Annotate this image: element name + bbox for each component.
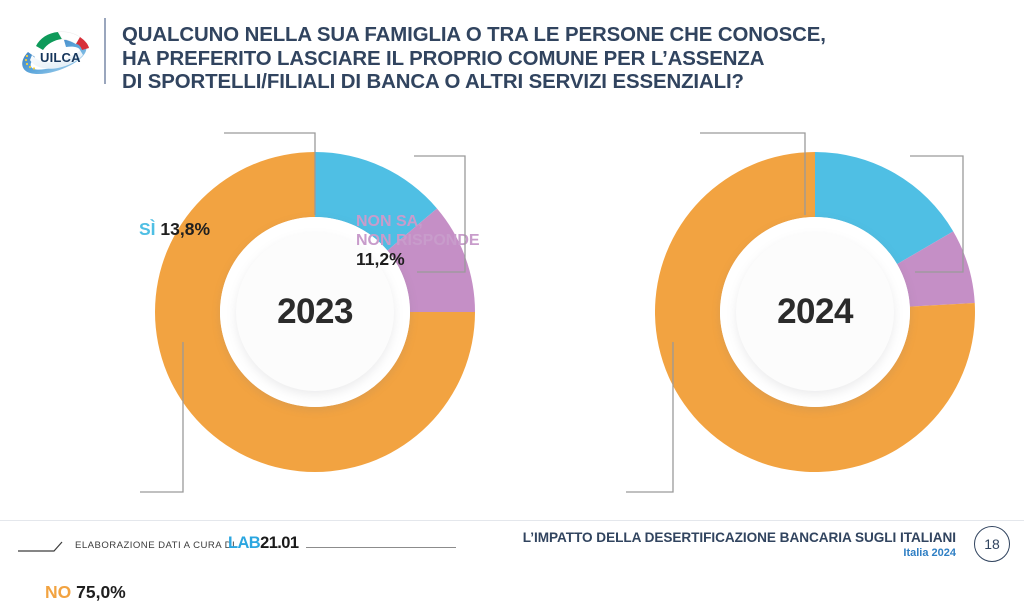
page-title-line-1: QUALCUNO NELLA SUA FAMIGLIA O TRA LE PER… <box>122 24 826 46</box>
label-no-2023: NO 75,0% <box>45 582 126 603</box>
label-si-key-2023: SÌ <box>139 219 156 239</box>
label-no-key-2023: NO <box>45 582 72 602</box>
label-non-sa-value-2023: 11,2% <box>356 249 405 269</box>
page-title: QUALCUNO NELLA SUA FAMIGLIA O TRA LE PER… <box>122 24 1002 95</box>
footer <box>0 520 1024 576</box>
donut-2024-center: 2024 <box>720 217 910 407</box>
donut-chart-2023: 2023 <box>155 152 475 472</box>
donut-2024-center-inner: 2024 <box>736 233 894 391</box>
footer-slash-decoration <box>18 541 63 552</box>
donut-2023-year-label: 2023 <box>277 292 353 331</box>
header-divider <box>104 18 106 84</box>
logo-flag-red <box>76 37 89 50</box>
lab2101-logo: LAB21.01 <box>228 534 299 553</box>
logo-eu-stars <box>24 54 36 70</box>
donut-chart-2024: 2024 <box>655 152 975 472</box>
label-si-value-2023: 13,8% <box>160 219 211 239</box>
page-number-badge: 18 <box>974 526 1010 562</box>
label-si-2023: SÌ 13,8% <box>139 219 210 240</box>
uilca-logo-mark: UILCA <box>22 31 89 75</box>
footer-report-subtitle: Italia 2024 <box>903 547 956 559</box>
footer-divider <box>0 520 1024 521</box>
logo-ribbon <box>22 39 87 75</box>
logo-flag-green <box>36 32 62 50</box>
header: UILCA QUALCUNO NELLA SUA FAMIGLIA O TRA … <box>0 0 1024 100</box>
page-title-line-2: HA PREFERITO LASCIARE IL PROPRIO COMUNE … <box>122 47 765 70</box>
lab2101-logo-suffix: 21.01 <box>260 534 299 552</box>
donut-2024-slice-2 <box>655 152 975 472</box>
chart-panel-2024: 2024 SÌ 16,6% NON SA, NON RISPONDE 7,5% … <box>500 100 1012 520</box>
page-title-line-3: DI SPORTELLI/FILIALI DI BANCA O ALTRI SE… <box>122 71 744 93</box>
label-non-sa-line1-2023: NON SA, <box>356 213 423 230</box>
footer-report-title-block: L’IMPATTO DELLA DESERTIFICAZIONE BANCARI… <box>523 530 956 559</box>
label-no-value-2023: 75,0% <box>76 582 126 602</box>
donut-2023-slice-0 <box>315 152 437 251</box>
donut-2024-year-label: 2024 <box>777 292 853 331</box>
uilca-logo: UILCA <box>14 24 96 82</box>
elaborazione-credit: ELABORAZIONE DATI A CURA DI <box>75 540 236 551</box>
uilca-logo-text: UILCA <box>40 50 81 65</box>
logo-white-band <box>30 50 83 69</box>
donut-2023-center-inner: 2023 <box>236 233 394 391</box>
label-non-sa-2023: NON SA, NON RISPONDE <box>356 212 480 250</box>
donut-2023-slice-2 <box>155 152 475 472</box>
footer-report-title: L’IMPATTO DELLA DESERTIFICAZIONE BANCARI… <box>522 530 956 545</box>
donut-2023-center: 2023 <box>220 217 410 407</box>
chart-panel-2023: 2023 SÌ 13,8% NON SA, NON RISPONDE 11,2%… <box>0 100 512 602</box>
label-non-sa-line2-2023: NON RISPONDE <box>356 232 480 249</box>
lab2101-logo-prefix: LAB <box>228 534 261 552</box>
footer-accent-line <box>306 547 456 549</box>
